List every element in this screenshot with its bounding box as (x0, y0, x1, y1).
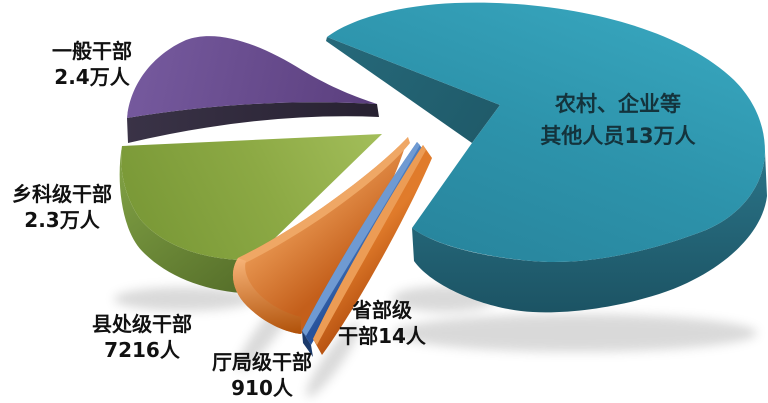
label-shengbu-line1: 省部级 (352, 298, 412, 322)
label-tingju-line1: 厅局级干部 (212, 350, 312, 374)
slice-tingju-ganbu (302, 142, 422, 357)
label-xianchu-line2: 7216人 (104, 338, 180, 362)
slice-yiban-top-face (127, 36, 377, 118)
label-rural-line1: 农村、企业等 (554, 92, 681, 116)
label-xiangke-line2: 2.3万人 (24, 208, 100, 232)
label-yiban-ganbu: 一般干部 2.4万人 (52, 38, 132, 90)
label-tingju-line2: 910人 (231, 376, 293, 400)
slice-shengbu-ganbu (313, 145, 432, 355)
label-xiangke-ganbu: 乡科级干部 2.3万人 (12, 181, 112, 233)
label-rural-line2: 其他人员13万人 (540, 124, 696, 148)
label-yiban-line1: 一般干部 (52, 39, 132, 63)
slice-shengbu-side-face (313, 145, 432, 355)
slice-xiangke-top-face (121, 134, 382, 260)
slice-rural-rim-face (412, 152, 767, 313)
shadow-thin-bars (306, 322, 360, 398)
slice-rural-top-face (327, 2, 765, 263)
slice-xianchu-arc-face (232, 258, 301, 334)
slice-xiangke-rim-face (119, 146, 242, 293)
label-yiban-line2: 2.4万人 (54, 65, 130, 89)
label-xiangke-line1: 乡科级干部 (12, 182, 112, 206)
label-tingju-ganbu: 厅局级干部 910人 (212, 349, 312, 401)
label-xianchu-line1: 县处级干部 (92, 312, 192, 336)
slice-yiban-ganbu (127, 36, 379, 143)
label-shengbu-ganbu: 省部级 干部14人 (338, 297, 426, 349)
slice-xiangke-ganbu (119, 134, 382, 293)
slice-rural-enterprise (326, 2, 767, 313)
label-rural-enterprise: 农村、企业等 其他人员13万人 (540, 88, 695, 152)
slice-xianchu-top-face (238, 137, 410, 264)
shadow-teal (393, 314, 757, 352)
slice-tingju-top-face (302, 142, 420, 336)
slice-tingju-arc-face (302, 331, 313, 357)
slice-xianchu-ganbu (232, 137, 410, 334)
label-xianchu-ganbu: 县处级干部 7216人 (92, 311, 192, 363)
pie-shadows (114, 286, 757, 398)
label-shengbu-line2: 干部14人 (338, 324, 426, 348)
slice-shengbu-top-face (313, 145, 426, 345)
shadow-green (114, 287, 254, 311)
slice-rural-cut-face (326, 37, 500, 143)
slice-yiban-rim-face (127, 102, 379, 143)
